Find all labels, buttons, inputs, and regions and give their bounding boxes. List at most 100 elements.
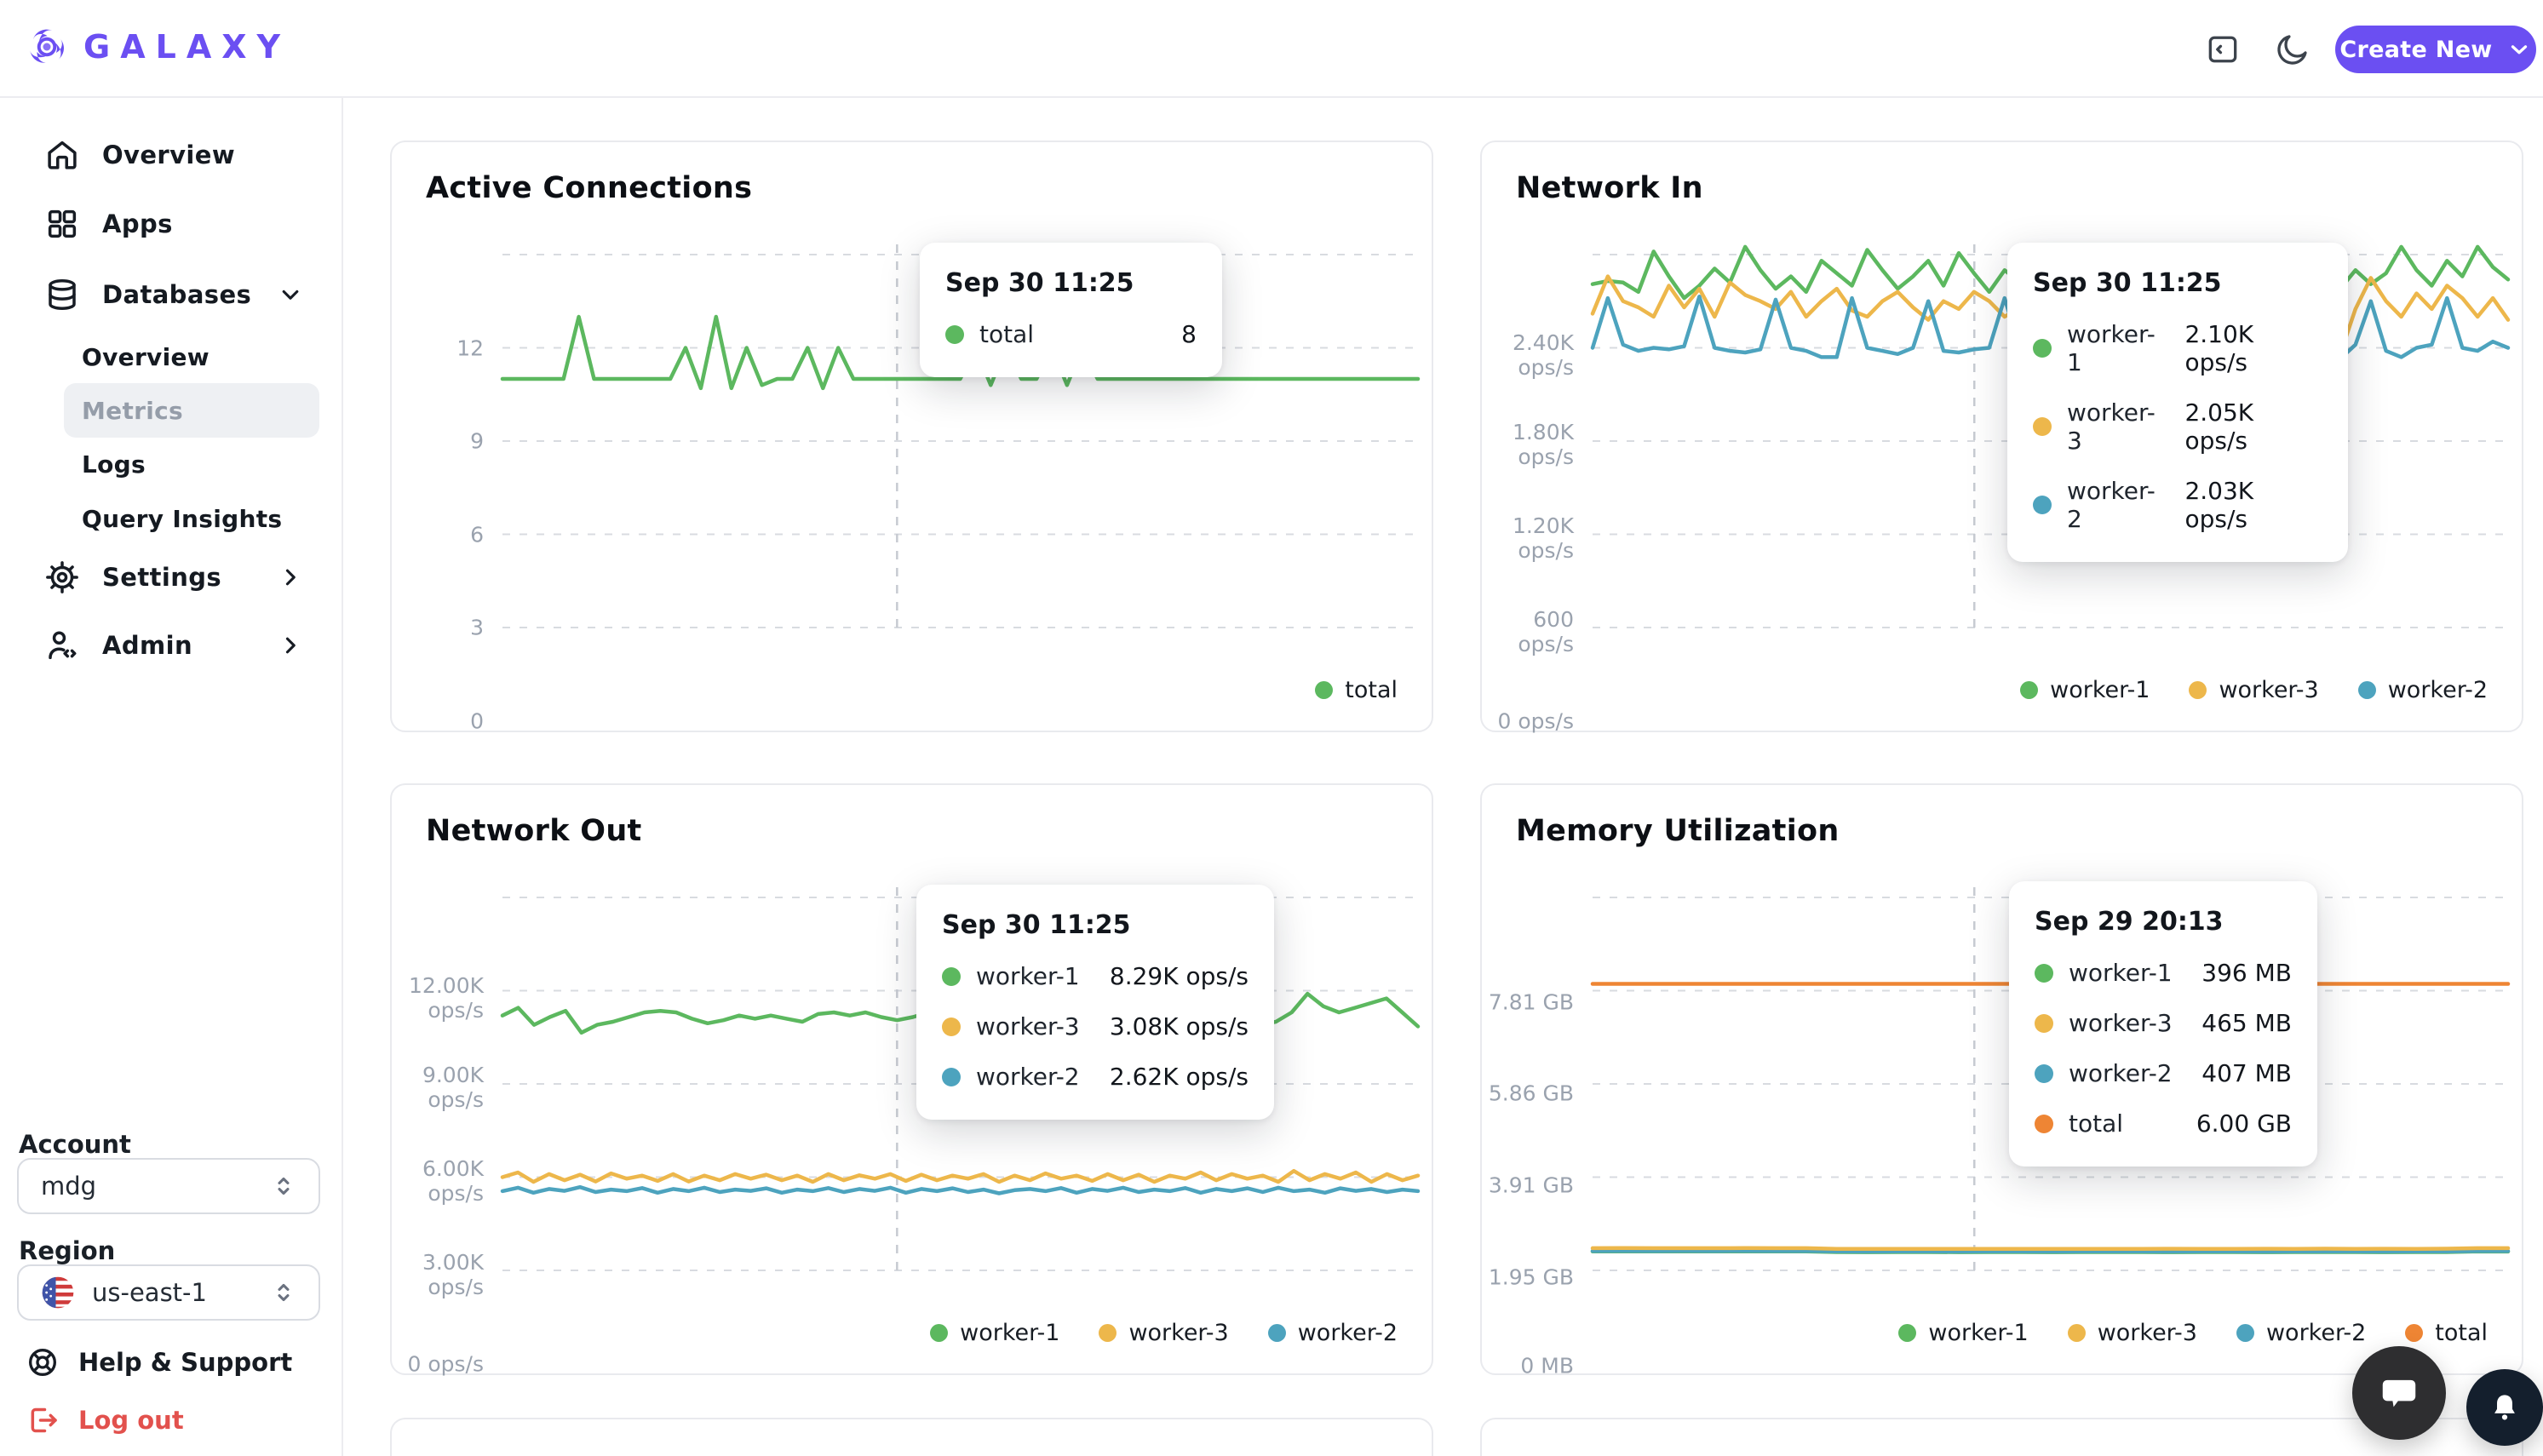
legend-dot — [2357, 681, 2376, 699]
database-icon — [44, 277, 80, 312]
y-axis: 7.81 GB 5.86 GB 3.91 GB 1.95 GB 0 MB — [1488, 989, 1574, 1379]
create-new-label: Create New — [2339, 36, 2493, 63]
series-dot — [2033, 417, 2052, 436]
chart-card-memory-utilization: Memory Utilization 7.81 GB 5.86 GB 3.91 … — [1480, 783, 2523, 1379]
chart-title: Active Connections — [426, 171, 753, 205]
sidebar-item-label: Admin — [102, 631, 193, 660]
series-dot — [2033, 339, 2052, 358]
sidebar: Overview Apps Databases — [0, 98, 343, 1456]
legend-dot — [2020, 681, 2039, 699]
tooltip-time: Sep 30 11:25 — [2033, 268, 2222, 298]
sidebar-subitem-db-logs[interactable]: Logs — [82, 450, 146, 479]
chart-tooltip: Sep 29 20:13 worker-1 396 MB worker-3 465 … — [2009, 881, 2317, 1167]
chat-bubble-icon — [2375, 1369, 2423, 1417]
top-bar: GALAXY Create New — [0, 0, 2543, 98]
help-support-label: Help & Support — [78, 1348, 293, 1377]
chart-tooltip: Sep 30 11:25 worker-1 2.10K ops/s worker-… — [2007, 243, 2348, 562]
brand-name: GALAXY — [83, 28, 291, 66]
y-axis: 2.40K ops/s 1.80K ops/s 1.20K ops/s 600 ops/… — [1497, 330, 1575, 734]
region-label: Region — [19, 1236, 116, 1265]
panel-collapse-icon — [2204, 31, 2242, 68]
series-dot — [2035, 1013, 2053, 1033]
chart-card-partial-left — [390, 1418, 1433, 1456]
series-dot — [945, 324, 964, 344]
chart-legend: total — [1315, 677, 1398, 703]
chat-widget-button[interactable] — [2352, 1346, 2446, 1440]
legend-dot — [930, 1324, 949, 1342]
line-chart[interactable] — [1590, 879, 2511, 1287]
series-dot — [942, 1017, 961, 1036]
moon-icon — [2274, 31, 2311, 68]
sidebar-item-databases[interactable]: Databases — [0, 260, 341, 330]
gear-icon — [44, 559, 80, 595]
dark-mode-toggle[interactable] — [2272, 29, 2313, 70]
region-value: us-east-1 — [92, 1278, 207, 1307]
chart-legend: worker-1 worker-3 worker-2 — [930, 1320, 1398, 1346]
updown-chevrons-icon — [269, 1278, 298, 1307]
tooltip-time: Sep 30 11:25 — [945, 268, 1134, 298]
chart-tooltip: Sep 30 11:25 total 8 — [920, 243, 1222, 377]
logout-link[interactable]: Log out — [0, 1390, 341, 1450]
sidebar-subitem-db-query-insights[interactable]: Query Insights — [82, 504, 283, 533]
sidebar-item-label: Settings — [102, 563, 222, 592]
y-axis: 12.00K ops/s 9.00K ops/s 6.00K ops/s 3.00K o… — [407, 973, 485, 1377]
account-label: Account — [19, 1130, 131, 1159]
chart-legend: worker-1 worker-3 worker-2 total — [1898, 1320, 2488, 1346]
sidebar-item-overview[interactable]: Overview — [0, 120, 341, 190]
galaxy-swirl-icon — [24, 24, 70, 70]
account-select[interactable]: mdg — [17, 1158, 320, 1214]
notifications-button[interactable] — [2466, 1369, 2543, 1446]
tooltip-time: Sep 30 11:25 — [942, 910, 1131, 940]
legend-dot — [2236, 1324, 2254, 1342]
series-dot — [2035, 963, 2053, 983]
legend-dot — [2189, 681, 2207, 699]
series-dot — [2035, 1063, 2053, 1083]
galaxy-logo[interactable]: GALAXY — [24, 24, 290, 70]
chart-title: Network In — [1516, 171, 1703, 205]
chart-card-active-connections: Active Connections 12 9 6 3 0 total Sep … — [390, 140, 1433, 734]
apps-grid-icon — [44, 206, 80, 242]
legend-dot — [2405, 1324, 2424, 1342]
chart-title: Memory Utilization — [1516, 814, 1840, 848]
sidebar-subitem-db-overview[interactable]: Overview — [82, 342, 210, 371]
lifebuoy-icon — [26, 1345, 60, 1379]
sidebar-item-label: Databases — [102, 280, 252, 309]
sidebar-item-apps[interactable]: Apps — [0, 189, 341, 259]
chevron-right-icon — [276, 631, 305, 660]
legend-dot — [2067, 1324, 2086, 1342]
chart-card-network-in: Network In 2.40K ops/s 1.80K ops/s 1.20K op… — [1480, 140, 2523, 734]
legend-dot — [1099, 1324, 1117, 1342]
create-new-button[interactable]: Create New — [2335, 26, 2536, 73]
line-chart[interactable] — [500, 236, 1421, 645]
sidebar-item-admin[interactable]: Admin — [0, 610, 341, 680]
chart-title: Network Out — [426, 814, 642, 848]
y-axis: 12 9 6 3 0 — [456, 335, 484, 734]
metrics-dashboard: Active Connections 12 9 6 3 0 total Sep … — [343, 98, 2543, 1456]
sidebar-item-settings[interactable]: Settings — [0, 542, 341, 612]
series-dot — [2035, 1114, 2053, 1133]
help-support-link[interactable]: Help & Support — [0, 1333, 341, 1392]
series-dot — [942, 1067, 961, 1086]
chevron-right-icon — [276, 563, 305, 592]
collapse-sidebar-button[interactable] — [2202, 29, 2243, 70]
series-dot — [2033, 496, 2052, 514]
series-dot — [942, 966, 961, 986]
chevron-down-icon — [276, 280, 305, 309]
sidebar-item-label: Apps — [102, 209, 173, 238]
region-select[interactable]: us-east-1 — [17, 1264, 320, 1321]
home-icon — [44, 137, 80, 173]
updown-chevrons-icon — [269, 1172, 298, 1201]
chart-legend: worker-1 worker-3 worker-2 — [2020, 677, 2488, 703]
us-flag-icon — [41, 1275, 75, 1310]
admin-user-icon — [44, 628, 80, 663]
logout-icon — [26, 1403, 60, 1437]
account-value: mdg — [41, 1172, 97, 1201]
chart-card-partial-right — [1480, 1418, 2523, 1456]
sidebar-item-label: Overview — [102, 140, 236, 169]
logout-label: Log out — [78, 1406, 184, 1435]
sidebar-subitem-db-metrics[interactable]: Metrics — [64, 383, 319, 438]
legend-dot — [1315, 681, 1334, 699]
legend-dot — [1267, 1324, 1286, 1342]
tooltip-time: Sep 29 20:13 — [2035, 907, 2224, 937]
